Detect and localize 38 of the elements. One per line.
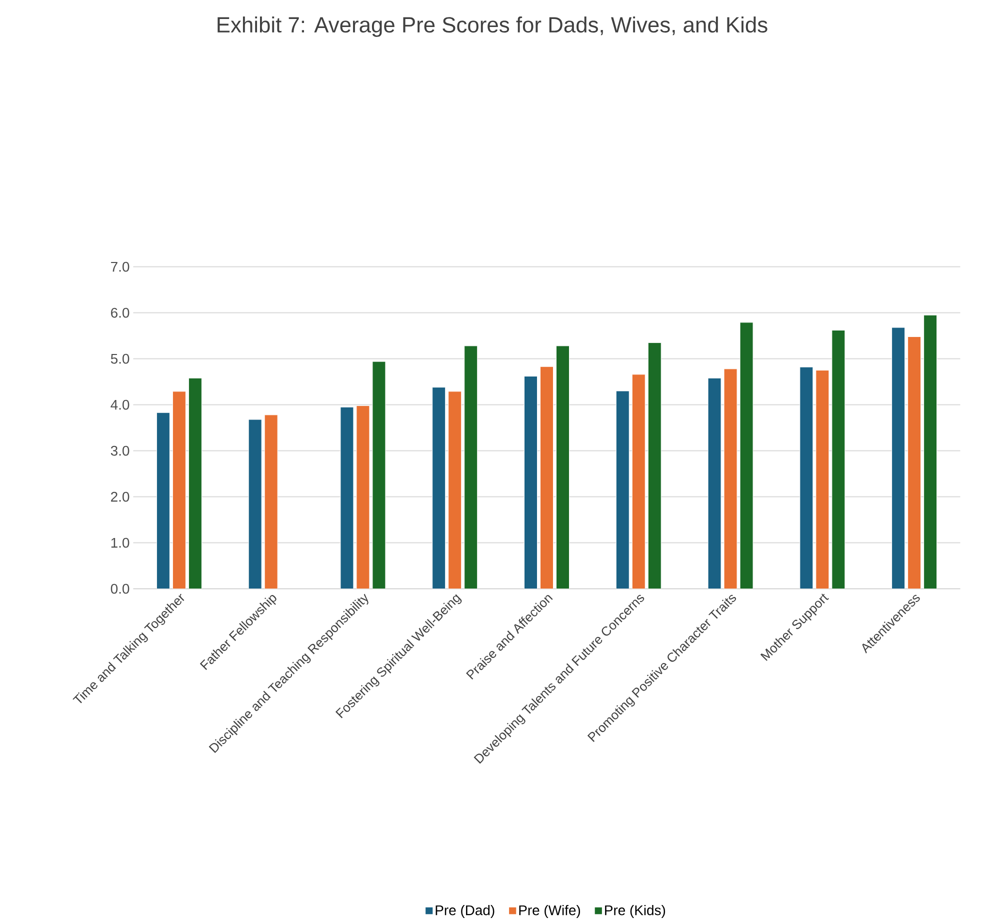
bar [740, 322, 754, 589]
bar [524, 376, 538, 589]
y-tick-label: 1.0 [111, 538, 130, 548]
bar [172, 391, 186, 589]
bar [708, 378, 722, 589]
y-tick-label: 3.0 [110, 446, 130, 456]
y-tick-label: 5.0 [110, 354, 130, 364]
bar [832, 330, 846, 589]
y-tick-label: 6.0 [111, 308, 130, 318]
bar [340, 407, 354, 589]
bar [816, 370, 830, 589]
bar [156, 412, 170, 589]
y-tick-label: 4.0 [110, 400, 130, 410]
bar [800, 367, 814, 589]
bar [432, 387, 446, 589]
bar [464, 346, 478, 589]
bar [648, 342, 662, 589]
bar [924, 315, 938, 589]
y-tick-label: 2.0 [111, 492, 130, 502]
y-tick-label: 0.0 [110, 584, 130, 594]
y-tick-label: 7.0 [111, 262, 130, 272]
bar [892, 327, 906, 589]
bar [248, 419, 262, 589]
bar [540, 366, 554, 589]
bar [448, 391, 462, 589]
bar [188, 378, 202, 589]
legend-label: Pre (Kids) [605, 905, 666, 918]
bar [632, 374, 646, 589]
bar [356, 406, 370, 589]
bar [908, 336, 922, 589]
legend-label: Pre (Wife) [519, 905, 580, 918]
bar [616, 390, 630, 589]
bar [556, 346, 570, 589]
bar [264, 414, 278, 589]
bar [724, 368, 738, 589]
chart-title: Exhibit 7: Average Pre Scores for Dads, Wives, and Kids [218, 16, 768, 38]
legend-label: Pre (Dad) [436, 905, 494, 918]
bar [372, 362, 386, 589]
